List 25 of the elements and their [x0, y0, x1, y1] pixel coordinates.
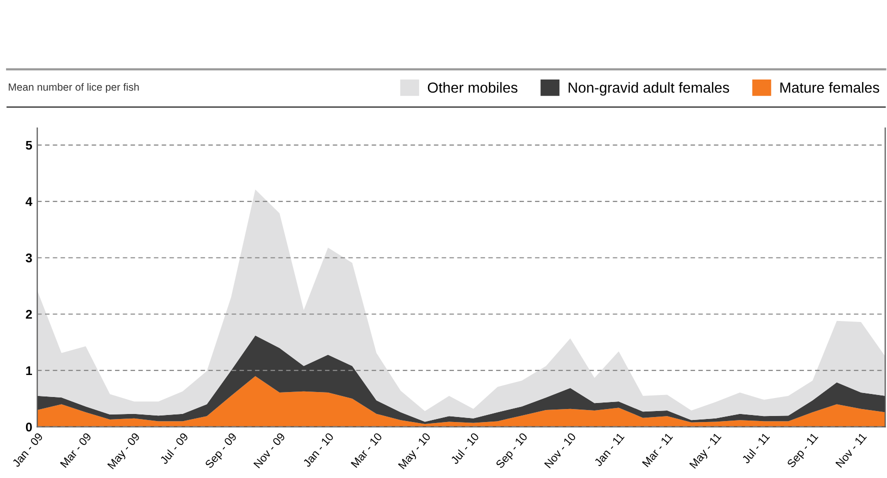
- x-tick-label: Jul - 09: [159, 432, 189, 465]
- x-tick-label: Mar - 11: [642, 432, 674, 468]
- y-tick-label: 4: [26, 197, 32, 206]
- x-tick-label: Jul - 11: [741, 432, 770, 464]
- x-tick-label: Nov - 10: [544, 432, 576, 468]
- y-tick-label: 2: [26, 310, 32, 319]
- x-tick-label: Mar - 10: [350, 432, 382, 468]
- x-tick-label: Jan - 11: [594, 432, 625, 467]
- x-tick-label: Jan - 09: [12, 432, 44, 468]
- x-tick-label: Sep - 09: [204, 432, 239, 470]
- x-tick-label: Jan - 10: [302, 432, 334, 468]
- x-tick-label: Nov - 09: [253, 432, 286, 468]
- legend-label: Mature females: [780, 82, 880, 93]
- x-tick-label: Nov - 11: [835, 432, 867, 468]
- x-tick-label: Sep - 11: [786, 432, 820, 470]
- y-tick-label: 0: [26, 422, 32, 432]
- y-tick-label: 5: [26, 140, 32, 150]
- y-axis-title: Mean number of lice per fish: [8, 83, 139, 93]
- y-tick-label: 3: [26, 254, 32, 262]
- y-tick-label: 1: [26, 366, 32, 376]
- legend-label: Other mobiles: [428, 82, 518, 93]
- x-tick-label: Sep - 10: [495, 432, 530, 470]
- legend-label: Non-gravid adult females: [568, 82, 730, 96]
- x-tick-label: Mar - 09: [60, 432, 92, 468]
- x-tick-label: Jul - 10: [450, 432, 480, 465]
